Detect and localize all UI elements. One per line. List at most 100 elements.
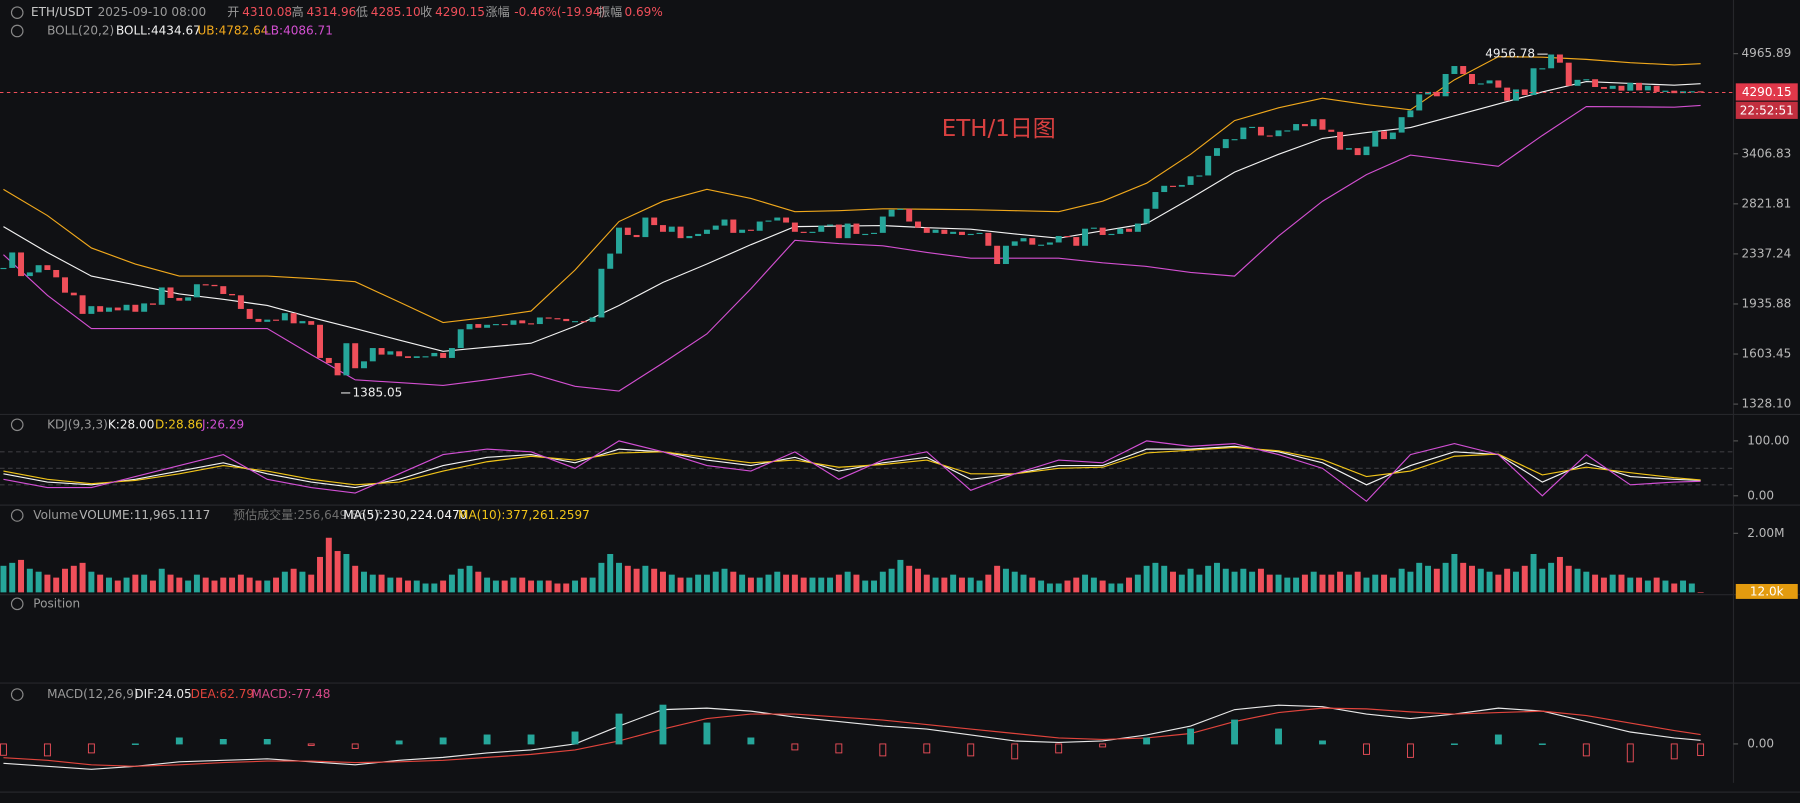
candle: [1187, 176, 1194, 185]
y-tick-label: 1603.45: [1742, 347, 1792, 361]
volume-bar: [536, 580, 543, 593]
candle: [1029, 238, 1036, 245]
candle: [1249, 126, 1256, 129]
candle: [1389, 132, 1396, 140]
volume-bar: [220, 577, 227, 593]
volume-bar: [1002, 568, 1009, 593]
y-tick-label: 2.00M: [1747, 526, 1784, 540]
candle: [510, 320, 517, 325]
candle: [1064, 236, 1071, 238]
volume-bar: [633, 568, 640, 593]
candle: [18, 252, 25, 277]
candle: [1108, 233, 1115, 236]
candle: [1337, 131, 1344, 150]
candle: [1152, 192, 1159, 209]
candle: [484, 324, 491, 328]
candle: [1038, 244, 1045, 246]
collapse-icon[interactable]: [10, 509, 24, 522]
candle: [519, 320, 526, 324]
volume-bar: [1688, 583, 1695, 593]
volume-bar: [906, 565, 913, 593]
legend-entry: K:28.00: [108, 417, 154, 431]
candle: [1345, 148, 1352, 150]
volume-bar: [1090, 577, 1097, 593]
candle: [1460, 66, 1467, 74]
y-tick-label: 2337.24: [1742, 246, 1792, 260]
candle: [264, 319, 271, 322]
candle: [765, 220, 772, 222]
volume-bar: [589, 577, 596, 593]
volume-bar: [1653, 577, 1660, 593]
candle: [871, 232, 878, 234]
volume-bar: [915, 568, 921, 593]
volume-bar: [686, 577, 693, 593]
candle: [325, 357, 332, 364]
candle: [176, 297, 183, 301]
volume-bar: [1178, 574, 1185, 593]
volume-bar: [1662, 580, 1669, 593]
y-tick-label: 0.00: [1747, 488, 1774, 502]
volume-bar: [1310, 571, 1317, 593]
volume-bar: [141, 574, 148, 593]
last-price-label: 4290.15: [1742, 85, 1792, 99]
volume-bar: [563, 583, 570, 593]
candle: [853, 223, 860, 234]
y-tick-label: 4965.89: [1742, 46, 1792, 60]
candle: [1372, 131, 1379, 147]
volume-bar: [1275, 574, 1282, 593]
volume-bar: [1213, 562, 1220, 593]
candle: [1583, 79, 1590, 81]
macd-bar: [1231, 719, 1239, 745]
collapse-icon[interactable]: [10, 6, 24, 19]
macd-bar: [131, 743, 139, 745]
candle: [387, 351, 394, 355]
candle: [1627, 82, 1634, 91]
candle: [35, 265, 42, 273]
volume-bar: [290, 568, 297, 593]
volume-bar: [308, 574, 315, 593]
macd-bar: [791, 743, 799, 751]
candle: [1512, 89, 1519, 101]
macd-bar: [1670, 743, 1678, 760]
candle: [1055, 236, 1062, 243]
volume-bar: [677, 577, 684, 593]
ohlc-label: 高: [292, 4, 304, 19]
volume-bar: [1495, 574, 1502, 593]
volume-bar: [378, 574, 385, 593]
candle: [659, 225, 666, 232]
candle: [791, 222, 798, 232]
candle: [1002, 245, 1009, 265]
candle: [1697, 91, 1704, 93]
collapse-icon[interactable]: [10, 688, 24, 701]
volume-bar: [501, 580, 508, 593]
candle: [1319, 119, 1326, 130]
volume-bar: [105, 577, 112, 593]
collapse-icon[interactable]: [10, 418, 24, 432]
candle: [1688, 91, 1695, 93]
candle: [1504, 87, 1511, 101]
candle: [862, 233, 869, 236]
volume-bar: [642, 565, 649, 593]
candle: [211, 284, 218, 287]
volume-bar: [264, 580, 271, 593]
candle: [897, 208, 904, 210]
volume-bar: [1416, 562, 1423, 593]
macd-bar: [923, 743, 931, 754]
collapse-icon[interactable]: [10, 597, 24, 611]
volume-bar: [97, 574, 104, 593]
volume-bar: [1293, 577, 1300, 593]
volume-bar: [1477, 568, 1484, 593]
volume-bar: [871, 580, 878, 593]
candle: [598, 268, 605, 318]
candle: [167, 287, 174, 298]
volume-bar: [1301, 574, 1308, 593]
candle: [730, 219, 737, 233]
macd-bar: [1582, 743, 1590, 757]
candle: [1671, 90, 1678, 94]
volume-bar: [932, 577, 939, 593]
candle: [624, 227, 631, 235]
candle: [1363, 146, 1370, 156]
candle: [827, 224, 834, 226]
collapse-icon[interactable]: [10, 24, 24, 38]
candle: [607, 253, 614, 269]
